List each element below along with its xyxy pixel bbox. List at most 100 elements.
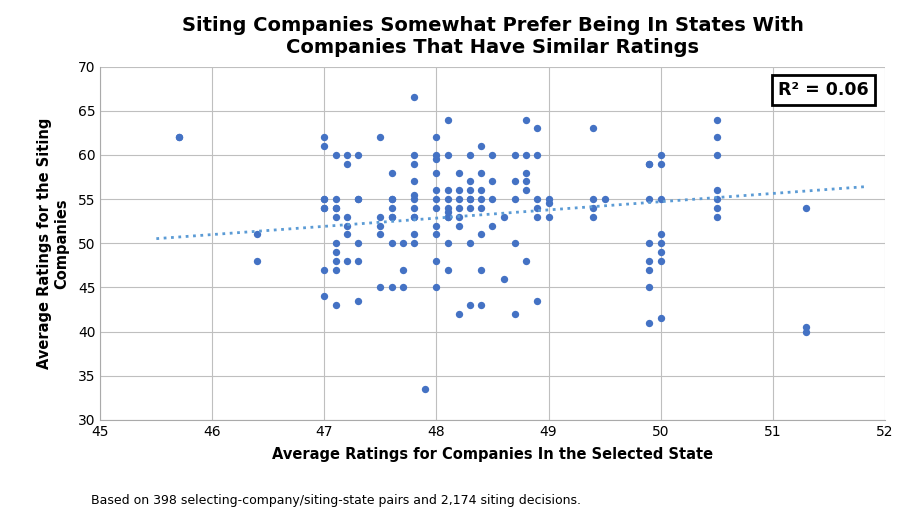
Point [652, 314, 667, 323]
Point [709, 133, 723, 141]
Point [529, 124, 544, 133]
Point [451, 168, 466, 177]
Point [586, 212, 600, 221]
Point [406, 160, 421, 168]
Point [451, 186, 466, 195]
Point [339, 151, 353, 159]
Point [429, 283, 444, 291]
Point [395, 283, 410, 291]
Point [529, 212, 544, 221]
Point [462, 151, 476, 159]
Point [474, 301, 488, 309]
Point [474, 195, 488, 203]
Point [373, 212, 387, 221]
Point [641, 160, 656, 168]
Point [652, 195, 667, 203]
Point [440, 116, 455, 124]
X-axis label: Average Ratings for Companies In the Selected State: Average Ratings for Companies In the Sel… [271, 447, 712, 462]
Point [485, 195, 499, 203]
Point [429, 221, 444, 229]
Point [496, 212, 510, 221]
Point [351, 195, 365, 203]
Point [328, 195, 343, 203]
Point [328, 204, 343, 212]
Point [406, 239, 421, 247]
Point [474, 142, 488, 150]
Point [384, 212, 398, 221]
Point [339, 221, 353, 229]
Point [373, 133, 387, 141]
Point [373, 230, 387, 239]
Point [440, 208, 455, 217]
Point [798, 328, 813, 336]
Point [440, 186, 455, 195]
Point [652, 160, 667, 168]
Point [339, 160, 353, 168]
Point [171, 133, 186, 141]
Point [641, 195, 656, 203]
Point [485, 177, 499, 185]
Point [440, 151, 455, 159]
Point [384, 195, 398, 203]
Text: R² = 0.06: R² = 0.06 [777, 81, 868, 99]
Point [351, 239, 365, 247]
Text: Based on 398 selecting-company/siting-state pairs and 2,174 siting decisions.: Based on 398 selecting-company/siting-st… [91, 494, 580, 507]
Point [317, 195, 332, 203]
Point [798, 323, 813, 331]
Point [429, 257, 444, 265]
Point [406, 212, 421, 221]
Point [529, 195, 544, 203]
Point [709, 151, 723, 159]
Point [709, 195, 723, 203]
Point [440, 204, 455, 212]
Point [641, 266, 656, 274]
Point [406, 177, 421, 185]
Point [429, 155, 444, 163]
Point [462, 239, 476, 247]
Point [641, 257, 656, 265]
Point [384, 204, 398, 212]
Point [474, 204, 488, 212]
Point [429, 230, 444, 239]
Point [507, 151, 522, 159]
Point [440, 239, 455, 247]
Point [462, 204, 476, 212]
Point [641, 239, 656, 247]
Point [317, 142, 332, 150]
Point [317, 204, 332, 212]
Y-axis label: Average Ratings for the Siting
Companies: Average Ratings for the Siting Companies [37, 118, 69, 369]
Point [474, 186, 488, 195]
Point [451, 221, 466, 229]
Point [518, 257, 533, 265]
Point [518, 168, 533, 177]
Point [429, 186, 444, 195]
Point [641, 283, 656, 291]
Point [328, 239, 343, 247]
Point [529, 151, 544, 159]
Point [317, 133, 332, 141]
Point [462, 195, 476, 203]
Point [462, 301, 476, 309]
Point [597, 195, 611, 203]
Point [339, 257, 353, 265]
Point [351, 195, 365, 203]
Point [474, 266, 488, 274]
Point [451, 212, 466, 221]
Point [709, 116, 723, 124]
Point [462, 177, 476, 185]
Point [395, 239, 410, 247]
Point [351, 296, 365, 305]
Point [440, 212, 455, 221]
Point [384, 168, 398, 177]
Point [586, 195, 600, 203]
Point [496, 274, 510, 283]
Point [429, 195, 444, 203]
Point [317, 292, 332, 300]
Point [250, 230, 264, 239]
Point [339, 230, 353, 239]
Point [474, 168, 488, 177]
Point [171, 133, 186, 141]
Point [328, 212, 343, 221]
Point [485, 151, 499, 159]
Point [384, 195, 398, 203]
